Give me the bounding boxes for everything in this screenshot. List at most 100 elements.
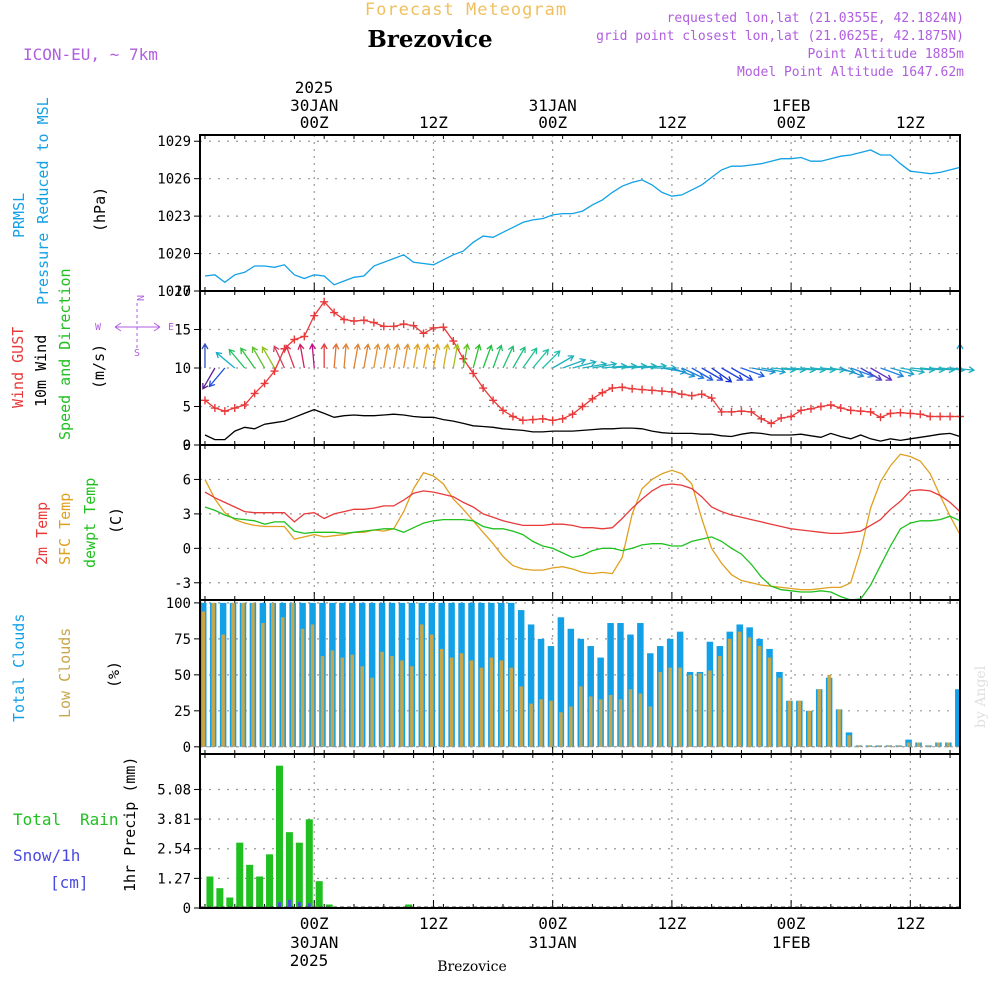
low-cloud-bar xyxy=(370,677,374,747)
gust-marker xyxy=(826,400,835,409)
wind-direction-arrow xyxy=(552,355,575,369)
clouds-tick-label: 75 xyxy=(174,632,191,648)
gust-marker xyxy=(518,416,527,425)
temp-labels: 2m Temp SFC Temp dewpt Temp (C) xyxy=(33,478,125,568)
wind-direction-arrow xyxy=(522,347,538,369)
low-cloud-bar xyxy=(936,742,941,747)
low-cloud-bar xyxy=(946,742,951,747)
temp-tick-label: 6 xyxy=(183,472,191,488)
gust-marker xyxy=(588,394,597,403)
low-cloud-bar xyxy=(916,742,921,747)
wind-10m-label: 10m Wind xyxy=(32,335,50,407)
wind-direction-arrow xyxy=(542,350,561,369)
wind-direction-arrow xyxy=(422,343,431,369)
clouds-tick-label: 50 xyxy=(174,668,191,684)
low-cloud-bar xyxy=(449,657,454,747)
temp-panel: -3 0 3 6 9 xyxy=(174,438,961,601)
temp-2m-label: 2m Temp xyxy=(33,502,51,565)
low-cloud-bar xyxy=(777,677,782,747)
wind-unit: (m/s) xyxy=(90,344,108,389)
gust-marker xyxy=(648,386,657,395)
total-cloud-bar xyxy=(368,602,376,747)
gust-marker xyxy=(767,419,776,428)
low-cloud-bar xyxy=(648,706,653,747)
gust-marker xyxy=(797,406,806,415)
precip-unit: 1hr Precip (mm) xyxy=(121,757,139,892)
pressure-unit: (hPa) xyxy=(91,187,109,232)
precip-panel-border xyxy=(199,753,961,909)
wind-direction-arrow xyxy=(840,367,865,378)
gust-marker xyxy=(806,404,815,413)
low-cloud-bar xyxy=(688,674,692,747)
rain-bar xyxy=(275,765,283,908)
low-cloud-bar xyxy=(320,656,325,747)
bottom-date-label: 30JAN xyxy=(290,933,338,952)
gust-marker xyxy=(687,391,696,400)
rain-bar xyxy=(226,897,234,908)
pressure-tick-label: 1020 xyxy=(157,247,191,263)
wind-direction-arrow xyxy=(215,351,236,369)
wind-direction-arrow xyxy=(890,367,915,377)
temp-tick-label: -3 xyxy=(174,576,191,592)
compass-icon: N S W E xyxy=(95,295,174,359)
precip-rain-label: Rain xyxy=(80,810,119,829)
low-cloud-bar xyxy=(807,710,812,747)
wind-direction-arrow xyxy=(393,343,401,369)
gust-marker xyxy=(936,412,945,421)
low-cloud-bar xyxy=(886,745,891,747)
low-cloud-bar xyxy=(201,611,205,747)
low-cloud-bar xyxy=(439,648,444,747)
low-cloud-bar xyxy=(231,602,235,747)
gust-marker xyxy=(230,404,239,413)
low-cloud-bar xyxy=(489,657,494,747)
clouds-tick-label: 25 xyxy=(174,704,191,720)
wind-direction-arrow xyxy=(532,348,550,369)
wind-direction-arrow xyxy=(711,367,733,383)
gust-marker xyxy=(926,412,935,421)
gust-marker xyxy=(757,414,766,423)
low-cloud-bar xyxy=(906,742,911,747)
wind-direction-arrow xyxy=(482,344,494,369)
top-time-label: 12Z xyxy=(896,113,925,132)
gust-marker xyxy=(349,317,358,326)
wind-direction-arrow xyxy=(373,343,381,369)
clouds-panel: 0 25 50 75 100 xyxy=(166,596,961,756)
cloud-labels: Total Clouds Low Clouds (%) xyxy=(10,614,123,722)
gust-marker xyxy=(578,402,587,411)
wind-direction-arrow xyxy=(403,343,411,369)
precip-tick-label: 2.54 xyxy=(157,842,191,858)
top-year: 2025 xyxy=(295,78,334,97)
gust-marker xyxy=(459,354,468,363)
low-cloud-bar xyxy=(857,745,861,747)
gust-marker xyxy=(657,387,666,396)
wind-direction-arrow xyxy=(721,367,744,381)
top-date-label: 31JAN xyxy=(529,96,577,115)
gust-marker xyxy=(389,322,398,331)
low-cloud-bar xyxy=(459,653,464,747)
pressure-tick-label: 1017 xyxy=(157,284,191,300)
rain-bar xyxy=(295,842,303,908)
wind-direction-arrow xyxy=(562,358,587,369)
low-cloud-bar xyxy=(549,700,553,747)
pressure-series-line xyxy=(204,149,961,286)
temp-dew-label: dewpt Temp xyxy=(81,478,99,568)
precip-total-label: Total xyxy=(13,810,61,829)
bottom-time-label: 12Z xyxy=(657,914,686,933)
low-cloud-bar xyxy=(867,745,871,747)
clouds-tick-label: 0 xyxy=(183,740,191,756)
wind-direction-arrow xyxy=(240,347,256,369)
low-cloud-bar xyxy=(241,602,245,747)
temp-unit: (C) xyxy=(107,507,125,534)
gust-marker xyxy=(876,413,885,422)
compass-n: N xyxy=(134,295,145,301)
gust-marker xyxy=(310,311,319,320)
low-cloud-bar xyxy=(658,671,662,747)
precip-tick-label: 3.81 xyxy=(157,812,191,828)
low-cloud-bar xyxy=(330,650,335,747)
pressure-labels: PRMSL Pressure Reduced to MSL (hPa) xyxy=(10,97,109,305)
gust-marker xyxy=(548,416,557,425)
rain-bar xyxy=(236,842,244,908)
pressure-tick-label: 1029 xyxy=(157,134,191,150)
precip-tick-label: 0 xyxy=(183,901,191,917)
gust-marker xyxy=(489,396,498,405)
